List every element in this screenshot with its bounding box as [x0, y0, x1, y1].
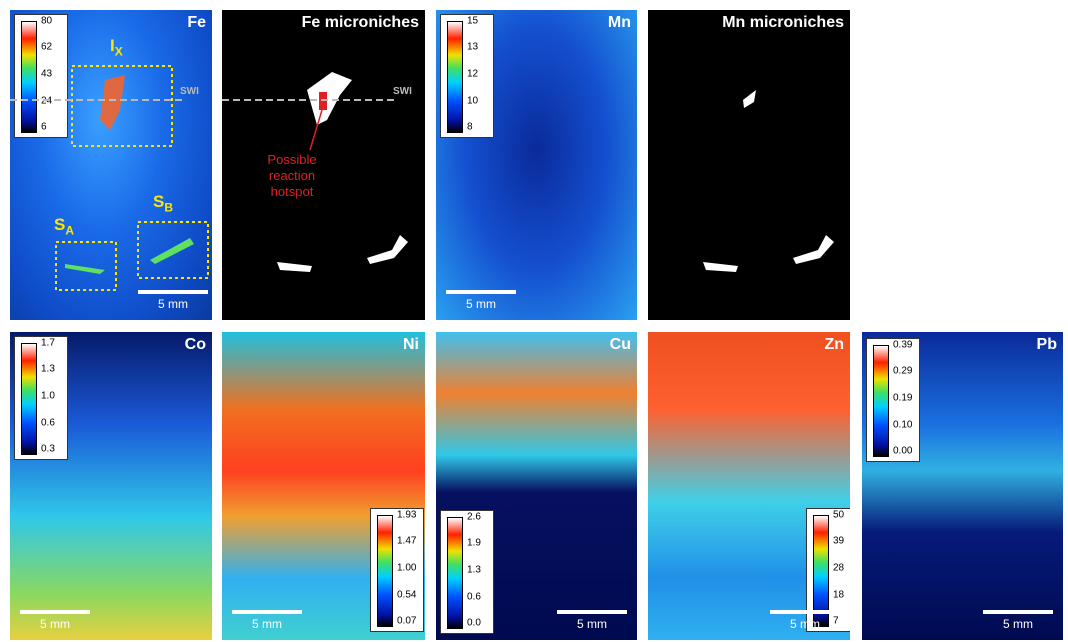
colorbar-tick-label: 8 — [467, 122, 473, 133]
colorbar: 15 13 12 10 8 — [440, 14, 494, 138]
colorbar-tick-label: 28 — [833, 563, 844, 574]
microniche-shapes — [648, 10, 850, 320]
map-panel: 1.7 1.3 1.0 0.6 0.3 Co 5 mm — [10, 332, 212, 640]
colorbar-tick-label: 1.47 — [397, 536, 416, 547]
scale-bar — [557, 610, 627, 614]
colorbar-tick-label: 1.0 — [41, 391, 55, 402]
region-label-sub: X — [115, 44, 123, 58]
annotation-line: reaction — [242, 168, 342, 183]
annotation-line: hotspot — [242, 184, 342, 199]
colorbar-tick-label: 18 — [833, 590, 844, 601]
panel-title: Mn microniches — [722, 14, 844, 32]
region-label: SA — [54, 215, 74, 237]
region-label-sub: B — [164, 200, 173, 214]
colorbar-tick-label: 0.39 — [893, 340, 912, 351]
colorbar-tick-label: 0.6 — [467, 592, 481, 603]
colorbar-tick-label: 0.19 — [893, 393, 912, 404]
colorbar: 2.6 1.9 1.3 0.6 0.0 — [440, 510, 494, 634]
colorbar-tick-label: 12 — [467, 69, 478, 80]
colorbar-tick-label: 1.00 — [397, 563, 416, 574]
map-panel: 0.39 0.29 0.19 0.10 0.00 Pb 5 mm — [862, 332, 1063, 640]
scale-bar — [770, 610, 840, 614]
colorbar-tick-label: 1.9 — [467, 538, 481, 549]
map-panel: 1.93 1.47 1.00 0.54 0.07 Ni 5 mm — [222, 332, 425, 640]
colorbar: 0.39 0.29 0.19 0.10 0.00 — [866, 338, 920, 462]
scale-bar-label: 5 mm — [983, 617, 1053, 631]
colorbar-gradient — [377, 515, 393, 627]
colorbar-tick-label: 0.3 — [41, 444, 55, 455]
annotation-line: Possible — [242, 152, 342, 167]
colorbar-tick-label: 0.10 — [893, 420, 912, 431]
colorbar-tick-label: 0.29 — [893, 366, 912, 377]
region-label: IX — [110, 36, 123, 58]
panel-title: Ni — [403, 336, 419, 354]
panel-title: Zn — [824, 336, 844, 354]
colorbar-tick-label: 2.6 — [467, 512, 481, 523]
map-panel: 2.6 1.9 1.3 0.6 0.0 Cu 5 mm — [436, 332, 637, 640]
region-label-main: S — [54, 215, 65, 234]
panel-title: Cu — [610, 336, 631, 354]
scale-bar-label: 5 mm — [557, 617, 627, 631]
colorbar-tick-label: 0.0 — [467, 618, 481, 629]
colorbar-tick-label: 0.00 — [893, 446, 912, 457]
region-label-main: S — [153, 192, 164, 211]
colorbar-tick-label: 13 — [467, 42, 478, 53]
scale-bar — [232, 610, 302, 614]
colorbar: 1.7 1.3 1.0 0.6 0.3 — [14, 336, 68, 460]
swi-label: SWI — [180, 86, 199, 97]
scale-bar — [983, 610, 1053, 614]
swi-label: SWI — [393, 86, 412, 97]
colorbar-gradient — [21, 343, 37, 455]
scale-bar — [446, 290, 516, 294]
scale-bar — [20, 610, 90, 614]
scale-bar-label: 5 mm — [770, 617, 840, 631]
colorbar-tick-label: 0.6 — [41, 418, 55, 429]
scale-bar-label: 5 mm — [20, 617, 90, 631]
figure: 806243246Fe5 mmSWIIXSASB Fe micronichesS… — [0, 0, 1068, 642]
region-label: SB — [153, 192, 173, 214]
colorbar-gradient — [447, 21, 463, 133]
colorbar-tick-label: 39 — [833, 536, 844, 547]
colorbar-tick-label: 10 — [467, 96, 478, 107]
colorbar-tick-label: 0.54 — [397, 590, 416, 601]
map-panel: Mn microniches — [648, 10, 850, 320]
colorbar-tick-label: 15 — [467, 16, 478, 27]
colorbar-gradient — [873, 345, 889, 457]
colorbar-tick-label: 1.7 — [41, 338, 55, 349]
map-panel: 15 13 12 10 8 Mn 5 mm — [436, 10, 637, 320]
colorbar-gradient — [447, 517, 463, 629]
region-label-sub: A — [65, 223, 74, 237]
scale-bar-label: 5 mm — [232, 617, 302, 631]
panel-title: Mn — [608, 14, 631, 32]
panel-title: Co — [185, 336, 206, 354]
colorbar-tick-label: 1.3 — [467, 565, 481, 576]
colorbar: 1.93 1.47 1.00 0.54 0.07 — [370, 508, 424, 632]
panel-title: Pb — [1037, 336, 1057, 354]
scale-bar-label: 5 mm — [446, 297, 516, 311]
colorbar-tick-label: 1.93 — [397, 510, 416, 521]
colorbar-tick-label: 1.3 — [41, 364, 55, 375]
colorbar-tick-label: 0.07 — [397, 616, 416, 627]
colorbar-tick-label: 50 — [833, 510, 844, 521]
